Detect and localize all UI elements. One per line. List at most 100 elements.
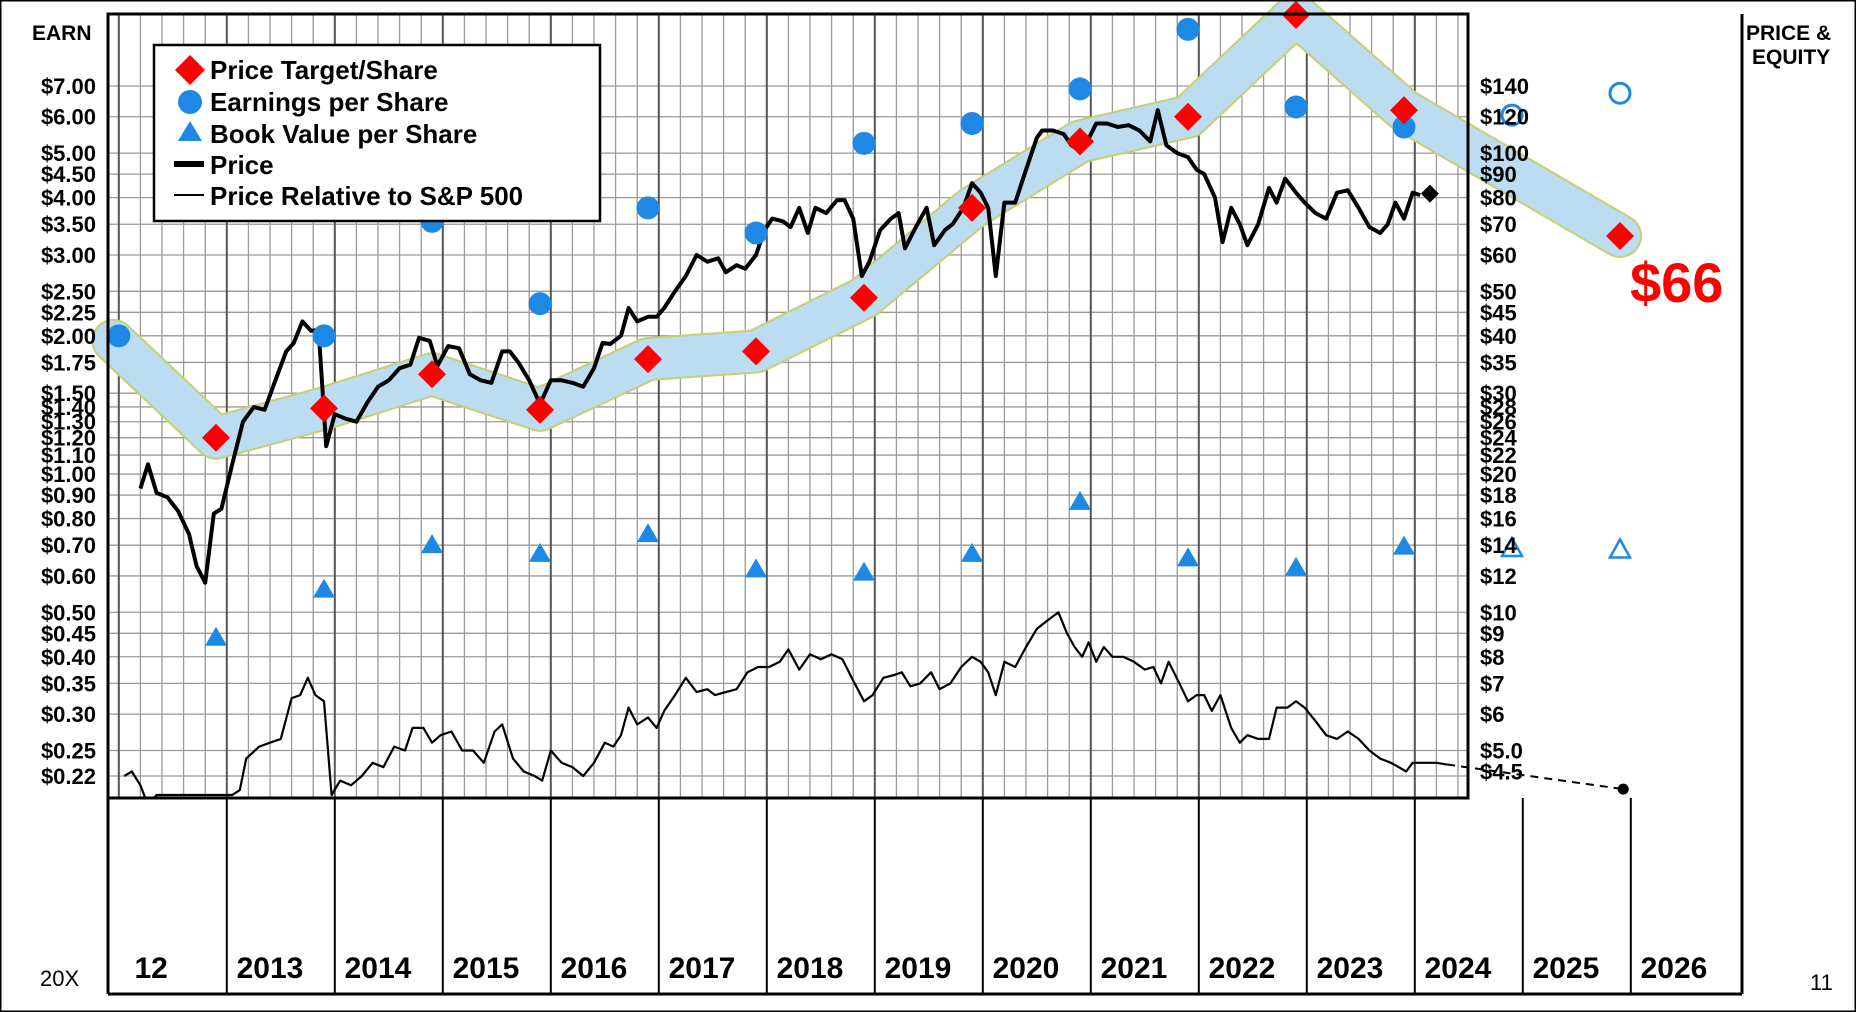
year-label: 12	[135, 952, 168, 985]
right-tick-label: $4.5	[1480, 760, 1523, 785]
price-target-band	[91, 0, 1642, 460]
bvps-point	[1069, 490, 1091, 510]
year-label: 2017	[669, 952, 736, 985]
right-tick-label: $6	[1480, 702, 1504, 727]
markers-group	[107, 0, 1634, 646]
bvps-point	[313, 578, 335, 598]
eps-point	[744, 221, 768, 245]
left-tick-label: $0.80	[41, 507, 96, 532]
bvps-point	[853, 561, 875, 581]
right-tick-label: $140	[1480, 74, 1529, 99]
target-price-label: $66	[1630, 251, 1723, 314]
right-tick-label: $30	[1480, 381, 1517, 406]
year-label: 2021	[1101, 952, 1168, 985]
right-tick-label: $9	[1480, 621, 1504, 646]
left-tick-label: $0.90	[41, 483, 96, 508]
year-label: 2018	[777, 952, 844, 985]
current-price-marker	[1420, 184, 1439, 203]
left-tick-label: $0.30	[41, 702, 96, 727]
bvps-point	[1393, 535, 1415, 555]
right-tick-label: $7	[1480, 671, 1504, 696]
legend-label-bvps: Book Value per Share	[210, 119, 477, 149]
right-tick-label: $40	[1480, 324, 1517, 349]
left-tick-label: $1.40	[41, 395, 96, 420]
bvps-point	[745, 558, 767, 578]
bvps-estimate-point	[1499, 535, 1525, 558]
year-label: 2026	[1641, 952, 1708, 985]
left-tick-label: $3.00	[41, 243, 96, 268]
bvps-point	[637, 523, 659, 543]
eps-point	[1068, 77, 1092, 101]
bvps-point	[421, 534, 443, 554]
left-tick-label: $0.35	[41, 671, 96, 696]
right-tick-label: $20	[1480, 462, 1517, 487]
left-tick-label: $2.25	[41, 300, 96, 325]
year-label: 2024	[1425, 952, 1492, 985]
left-tick-label: $1.50	[41, 381, 96, 406]
price-target-point	[202, 423, 230, 452]
year-label: 2019	[885, 952, 952, 985]
right-axis-title-line1: PRICE &	[1746, 22, 1831, 45]
legend-diamond-icon	[175, 55, 205, 85]
target-band-fill	[93, 0, 1640, 458]
left-tick-label: $1.20	[41, 426, 96, 451]
bvps-point	[1177, 547, 1199, 567]
eps-point	[960, 112, 984, 136]
left-tick-label: $2.50	[41, 279, 96, 304]
price-target-point	[418, 360, 446, 389]
right-tick-label: $50	[1480, 279, 1517, 304]
left-tick-label: $1.10	[41, 443, 96, 468]
legend: Price Target/Share Earnings per Share Bo…	[152, 43, 602, 223]
legend-label-price: Price	[210, 150, 274, 180]
relative-projection-line	[1447, 763, 1624, 791]
price-target-point	[1066, 127, 1094, 156]
right-tick-label: $90	[1480, 162, 1517, 187]
left-tick-label: $0.25	[41, 739, 96, 764]
right-tick-label: $120	[1480, 105, 1529, 130]
year-label: 2025	[1533, 952, 1600, 985]
left-tick-label: $2.00	[41, 324, 96, 349]
year-label: 2013	[237, 952, 304, 985]
year-label: 2020	[993, 952, 1060, 985]
eps-point	[1284, 95, 1308, 119]
legend-circle-icon	[178, 90, 202, 114]
year-label: 2015	[453, 952, 520, 985]
legend-triangle-icon	[178, 121, 202, 141]
corner-right-label: 11	[1810, 970, 1833, 995]
right-tick-label: $22	[1480, 443, 1517, 468]
left-tick-label: $1.75	[41, 350, 96, 375]
axis-labels: $7.00 $6.00 $5.00$4.50$4.00$3.50 $3.00 $2.50…	[41, 74, 1707, 985]
right-tick-label: $16	[1480, 507, 1517, 532]
price-target-point	[310, 394, 338, 423]
year-label: 2016	[561, 952, 628, 985]
price-series-line	[138, 108, 1421, 585]
bvps-point	[529, 542, 551, 562]
bvps-point	[205, 626, 227, 646]
right-tick-label: $8	[1480, 645, 1504, 670]
left-tick-label: $1.00	[41, 462, 96, 487]
legend-label-eps: Earnings per Share	[210, 87, 448, 117]
right-tick-label: $35	[1480, 350, 1517, 375]
eps-point	[312, 324, 336, 348]
eps-point	[1392, 115, 1416, 139]
price-target-point	[526, 395, 554, 424]
price-target-point	[1174, 102, 1202, 131]
right-tick-label: $100	[1480, 141, 1529, 166]
left-tick-label: $0.22	[41, 764, 96, 789]
year-label: 2014	[345, 952, 412, 985]
eps-point	[1176, 17, 1200, 41]
bvps-estimate-point	[1607, 536, 1633, 559]
price-target-point	[742, 337, 770, 366]
right-tick-label: $18	[1480, 483, 1517, 508]
left-tick-label: $0.45	[41, 621, 96, 646]
bvps-point	[961, 542, 983, 562]
left-tick-label: $1.30	[41, 410, 96, 435]
right-tick-label: $10	[1480, 600, 1517, 625]
left-tick-label: $0.40	[41, 645, 96, 670]
right-tick-label: $80	[1480, 186, 1517, 211]
right-tick-label: $12	[1480, 564, 1517, 589]
eps-estimate-point	[1608, 81, 1632, 105]
price-target-point	[850, 283, 878, 312]
left-tick-label: $0.50	[41, 600, 96, 625]
